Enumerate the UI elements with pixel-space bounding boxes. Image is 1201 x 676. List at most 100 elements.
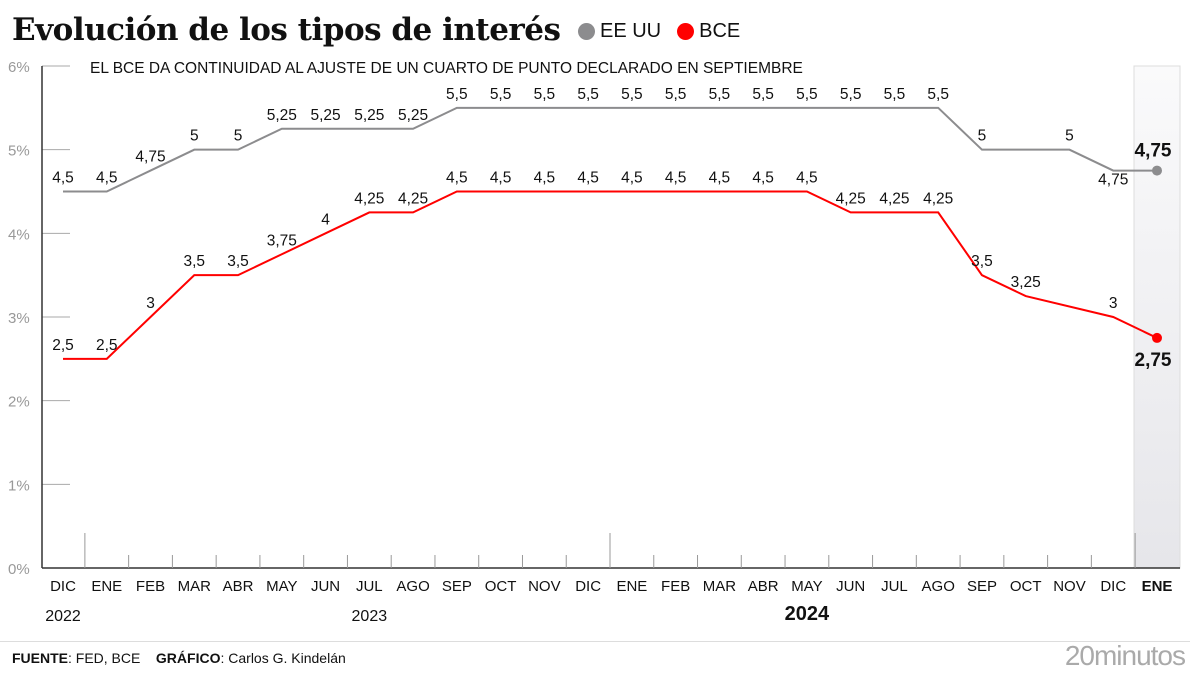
- data-label: 4,5: [52, 170, 74, 187]
- data-label: 4,75: [1098, 172, 1128, 189]
- year-label: 2023: [352, 608, 388, 625]
- data-label: 4,5: [577, 170, 599, 187]
- legend-item-bce: BCE: [677, 20, 740, 43]
- x-tick-label: MAR: [703, 578, 737, 595]
- data-label: 5: [234, 128, 243, 145]
- data-label: 4,5: [796, 170, 818, 187]
- x-tick-label: ABR: [223, 578, 254, 595]
- data-label: 3,5: [183, 253, 205, 270]
- logo: 20minutos: [1064, 640, 1186, 671]
- data-label: 5,5: [709, 86, 731, 103]
- source: FED, BCE: [75, 650, 141, 666]
- data-label: 5,5: [927, 86, 949, 103]
- data-label: 5,25: [398, 107, 428, 124]
- divider: [0, 641, 1190, 642]
- x-tick-label: ENE: [91, 578, 122, 595]
- data-label: 5,5: [752, 86, 774, 103]
- y-tick-label: 3%: [8, 310, 30, 327]
- data-label: 3,25: [1011, 274, 1041, 291]
- chart-title: Evolución de los tipos de interés: [12, 12, 561, 48]
- data-label: 3: [146, 295, 155, 312]
- data-label: 5: [978, 128, 987, 145]
- graphic-label: GRÁFICO: [155, 650, 221, 666]
- y-tick-label: 6%: [8, 59, 30, 76]
- data-label: 5,5: [884, 86, 906, 103]
- data-label: 2,5: [52, 337, 74, 354]
- data-label: 4,5: [446, 170, 468, 187]
- last-point-marker: [1152, 165, 1162, 176]
- data-label: 5,5: [490, 86, 512, 103]
- data-label: 2,75: [1135, 350, 1172, 371]
- y-tick-label: 2%: [8, 394, 30, 411]
- x-tick-label: FEB: [136, 578, 165, 595]
- data-label: 3: [1109, 295, 1118, 312]
- data-label: 4,75: [135, 149, 165, 166]
- data-label: 5: [1065, 128, 1074, 145]
- x-tick-label: JUL: [356, 578, 383, 595]
- x-tick-label: ENE: [616, 578, 647, 595]
- data-label: 5,5: [621, 86, 643, 103]
- x-tick-label: DIC: [575, 578, 601, 595]
- data-label: 4,5: [96, 170, 118, 187]
- y-tick-label: 1%: [8, 477, 30, 494]
- year-label: 2022: [45, 608, 81, 625]
- line-chart: 0% 1% 2% 3% 4% 5% 6% EL BCE DA CONTINUIDAD AL A…: [8, 59, 1181, 625]
- legend-label: EE UU: [600, 20, 662, 42]
- x-tick-label: NOV: [528, 578, 561, 595]
- x-tick-label: MAY: [791, 578, 822, 595]
- x-tick-label: FEB: [661, 578, 690, 595]
- x-tick-label: OCT: [1010, 578, 1042, 595]
- last-point-marker: [1152, 332, 1162, 343]
- data-label: 4: [321, 211, 330, 228]
- legend-dot-icon: [677, 23, 695, 40]
- x-tick-label: AGO: [396, 578, 429, 595]
- data-label: 4,75: [1135, 141, 1172, 162]
- source-label: FUENTE: [12, 650, 68, 666]
- x-tick-label: NOV: [1053, 578, 1086, 595]
- data-label: 5,5: [665, 86, 687, 103]
- x-tick-label: ENE: [1142, 578, 1173, 595]
- year-label: 2024: [785, 603, 830, 625]
- data-label: 3,5: [971, 253, 993, 270]
- legend: EE UU BCE: [578, 20, 740, 43]
- data-label: 4,25: [879, 190, 909, 207]
- data-label: 4,5: [534, 170, 556, 187]
- x-tick-label: SEP: [442, 578, 472, 595]
- data-label: 3,75: [267, 232, 297, 249]
- series-line-eeuu: [63, 106, 1157, 193]
- data-label: 5,5: [446, 86, 468, 103]
- x-tick-label: OCT: [485, 578, 517, 595]
- x-tick-label: JUL: [881, 578, 908, 595]
- data-label: 4,5: [490, 170, 512, 187]
- x-tick-label: JUN: [836, 578, 865, 595]
- data-label: 3,5: [227, 253, 249, 270]
- data-label: 5,5: [796, 86, 818, 103]
- y-tick-label: 5%: [8, 143, 30, 160]
- data-label: 5,25: [354, 107, 384, 124]
- footer: FUENTE: FED, BCE GRÁFICO: Carlos G. Kind…: [12, 650, 346, 666]
- y-tick-label: 0%: [8, 561, 30, 578]
- data-label: 4,25: [836, 190, 866, 207]
- data-label: 5,5: [534, 86, 556, 103]
- data-label: 4,25: [398, 190, 428, 207]
- x-tick-label: MAR: [178, 578, 212, 595]
- data-label: 4,5: [621, 170, 643, 187]
- legend-label: BCE: [699, 20, 741, 42]
- x-tick-label: ABR: [748, 578, 779, 595]
- data-label: 5,5: [577, 86, 599, 103]
- data-label: 5,5: [840, 86, 862, 103]
- data-label: 4,25: [354, 190, 384, 207]
- legend-item-eeuu: EE UU: [578, 20, 661, 43]
- series-line-bce: [63, 190, 1158, 360]
- data-label: 5,25: [267, 107, 297, 124]
- data-label: 4,5: [709, 170, 731, 187]
- chart-subtitle: EL BCE DA CONTINUIDAD AL AJUSTE DE UN CU…: [90, 60, 803, 77]
- data-label: 4,5: [665, 170, 687, 187]
- x-tick-label: JUN: [311, 578, 340, 595]
- x-tick-label: DIC: [50, 578, 76, 595]
- graphic-author: Carlos G. Kindelán: [228, 650, 346, 666]
- data-label: 4,25: [923, 190, 953, 207]
- x-tick-label: DIC: [1100, 578, 1126, 595]
- data-label: 4,5: [752, 170, 774, 187]
